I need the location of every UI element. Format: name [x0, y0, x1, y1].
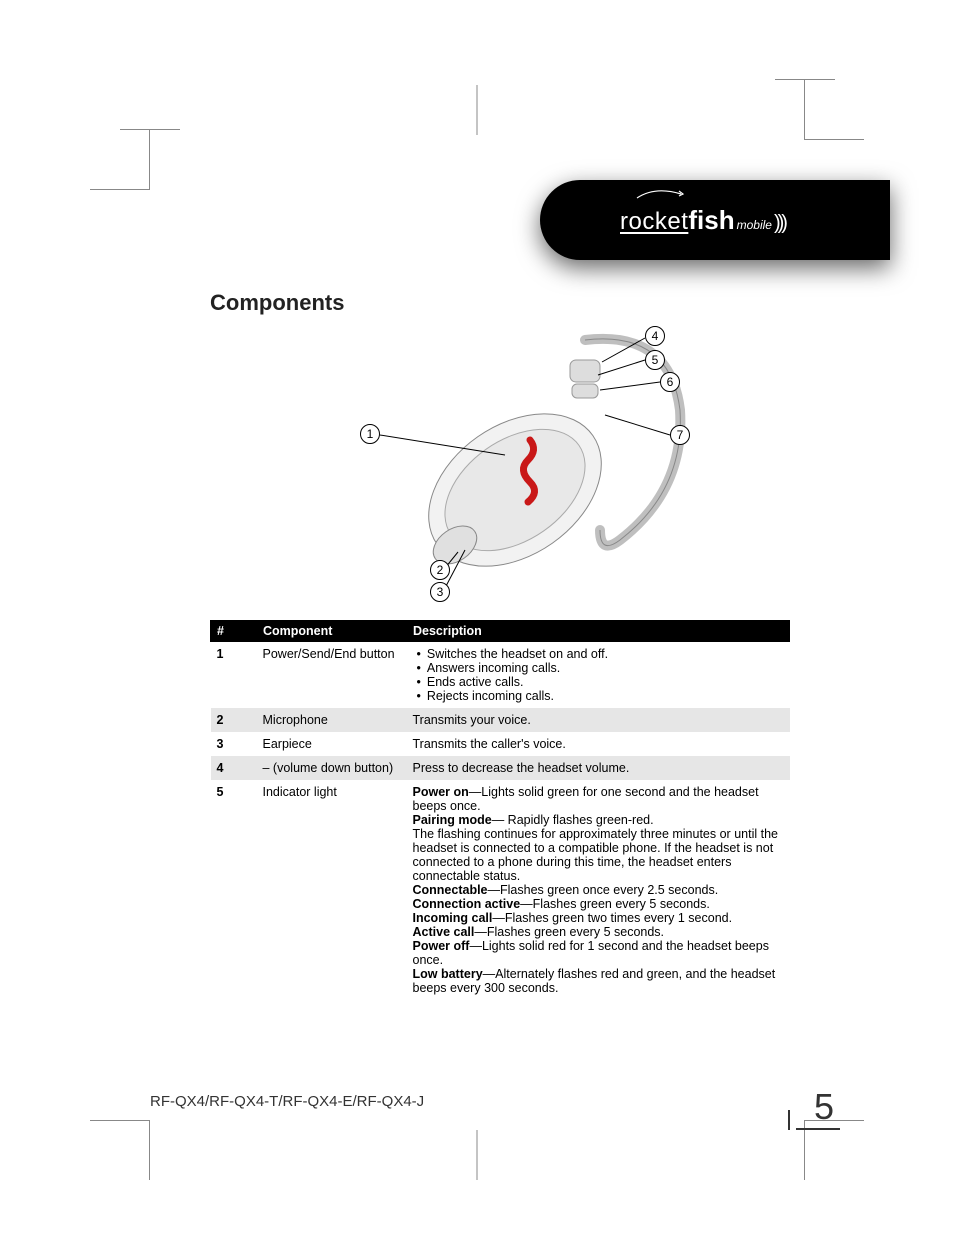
desc-term: Pairing mode: [413, 813, 492, 827]
callout-7: 7: [670, 425, 690, 445]
cell-component: – (volume down button): [257, 756, 407, 780]
desc-term: Low battery: [413, 967, 483, 981]
table-row: 4– (volume down button)Press to decrease…: [211, 756, 790, 780]
cell-description: Switches the headset on and off.Answers …: [407, 642, 790, 709]
table-row: 5Indicator lightPower on—Lights solid gr…: [211, 780, 790, 1000]
page-number: 5: [796, 1086, 840, 1130]
desc-list-item: Switches the headset on and off.: [417, 647, 784, 661]
crop-mark: [804, 80, 864, 140]
desc-term: Active call: [413, 925, 475, 939]
cell-number: 2: [211, 708, 257, 732]
table-row: 1Power/Send/End buttonSwitches the heads…: [211, 642, 790, 709]
desc-term: Incoming call: [413, 911, 493, 925]
desc-list-item: Ends active calls.: [417, 675, 784, 689]
crop-mark: [90, 1120, 150, 1180]
fold-mark: [477, 85, 478, 135]
th-number: #: [211, 621, 257, 642]
cell-number: 5: [211, 780, 257, 1000]
cell-description: Transmits the caller's voice.: [407, 732, 790, 756]
desc-term: Connectable: [413, 883, 488, 897]
cell-component: Indicator light: [257, 780, 407, 1000]
brand-tab: rocketfishmobile))): [540, 180, 890, 260]
component-diagram: 1 2 3 4 5 6 7: [340, 320, 710, 600]
callout-3: 3: [430, 582, 450, 602]
brand-logo: rocketfishmobile))): [620, 205, 785, 236]
components-table: # Component Description 1Power/Send/End …: [210, 620, 790, 1000]
desc-term: Power on: [413, 785, 469, 799]
callout-1: 1: [360, 424, 380, 444]
table-row: 3EarpieceTransmits the caller's voice.: [211, 732, 790, 756]
cell-number: 1: [211, 642, 257, 709]
brand-swoosh-icon: [635, 188, 685, 202]
callout-6: 6: [660, 372, 680, 392]
table-header-row: # Component Description: [211, 621, 790, 642]
brand-rocket-text: rocket: [620, 208, 688, 236]
callout-2: 2: [430, 560, 450, 580]
cell-component: Earpiece: [257, 732, 407, 756]
cell-component: Power/Send/End button: [257, 642, 407, 709]
brand-waves-icon: ))): [774, 212, 785, 235]
brand-fish-text: fish: [688, 205, 734, 236]
desc-term: Power off: [413, 939, 470, 953]
cell-number: 3: [211, 732, 257, 756]
table-row: 2MicrophoneTransmits your voice.: [211, 708, 790, 732]
callout-5: 5: [645, 350, 665, 370]
th-description: Description: [407, 621, 790, 642]
section-title: Components: [210, 290, 344, 316]
brand-mobile-text: mobile: [737, 218, 772, 232]
cell-description: Transmits your voice.: [407, 708, 790, 732]
th-component: Component: [257, 621, 407, 642]
cell-description: Power on—Lights solid green for one seco…: [407, 780, 790, 1000]
cell-number: 4: [211, 756, 257, 780]
desc-list-item: Rejects incoming calls.: [417, 689, 784, 703]
desc-term: Connection active: [413, 897, 521, 911]
cell-component: Microphone: [257, 708, 407, 732]
crop-mark: [90, 130, 150, 190]
desc-list-item: Answers incoming calls.: [417, 661, 784, 675]
callout-4: 4: [645, 326, 665, 346]
footer-model: RF-QX4/RF-QX4-T/RF-QX4-E/RF-QX4-J: [150, 1093, 424, 1110]
page-content: rocketfishmobile))) Components: [150, 140, 870, 1140]
cell-description: Press to decrease the headset volume.: [407, 756, 790, 780]
